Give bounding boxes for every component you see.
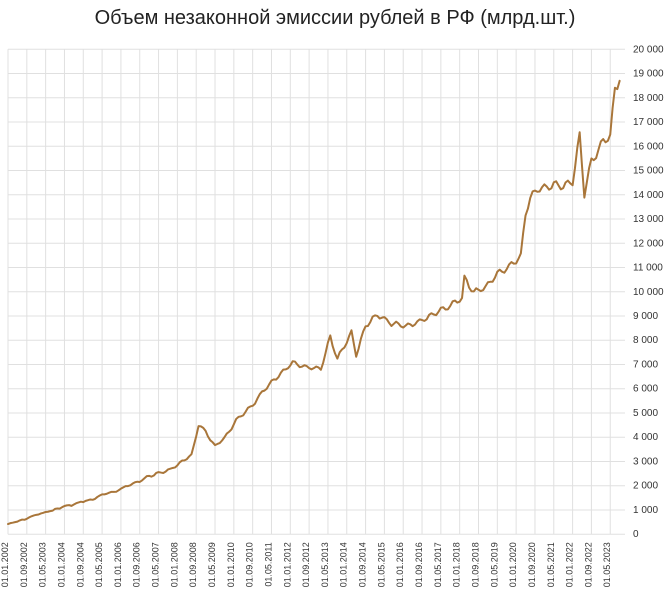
svg-text:01.05.2019: 01.05.2019 xyxy=(489,542,499,587)
svg-text:01.09.2010: 01.09.2010 xyxy=(245,542,255,587)
svg-text:01.01.2008: 01.01.2008 xyxy=(169,542,179,587)
svg-text:01.05.2013: 01.05.2013 xyxy=(320,542,330,587)
svg-text:6 000: 6 000 xyxy=(633,384,658,395)
svg-text:8 000: 8 000 xyxy=(633,335,658,346)
svg-text:5 000: 5 000 xyxy=(633,408,658,419)
svg-text:14 000: 14 000 xyxy=(633,190,664,201)
svg-text:01.09.2008: 01.09.2008 xyxy=(188,542,198,587)
svg-text:01.09.2012: 01.09.2012 xyxy=(301,542,311,587)
svg-text:01.01.2014: 01.01.2014 xyxy=(339,542,349,587)
svg-text:17 000: 17 000 xyxy=(633,117,664,128)
svg-text:01.01.2020: 01.01.2020 xyxy=(508,542,518,587)
svg-text:10 000: 10 000 xyxy=(633,287,664,298)
svg-text:7 000: 7 000 xyxy=(633,359,658,370)
svg-text:01.05.2023: 01.05.2023 xyxy=(602,542,612,587)
svg-text:01.05.2017: 01.05.2017 xyxy=(433,542,443,587)
svg-text:01.09.2018: 01.09.2018 xyxy=(471,542,481,587)
svg-text:01.01.2004: 01.01.2004 xyxy=(56,542,66,587)
svg-text:01.05.2009: 01.05.2009 xyxy=(207,542,217,587)
svg-text:01.01.2022: 01.01.2022 xyxy=(565,542,575,587)
svg-text:18 000: 18 000 xyxy=(633,93,664,104)
svg-text:01.01.2010: 01.01.2010 xyxy=(226,542,236,587)
svg-text:01.01.2016: 01.01.2016 xyxy=(395,542,405,587)
svg-text:01.09.2016: 01.09.2016 xyxy=(414,542,424,587)
svg-text:01.09.2002: 01.09.2002 xyxy=(19,542,29,587)
svg-text:01.05.2003: 01.05.2003 xyxy=(38,542,48,587)
svg-text:19 000: 19 000 xyxy=(633,69,664,80)
svg-text:01.05.2015: 01.05.2015 xyxy=(376,542,386,587)
svg-text:16 000: 16 000 xyxy=(633,141,664,152)
svg-text:01.09.2020: 01.09.2020 xyxy=(527,542,537,587)
svg-text:01.01.2012: 01.01.2012 xyxy=(282,542,292,587)
svg-text:01.09.2022: 01.09.2022 xyxy=(583,542,593,587)
svg-text:9 000: 9 000 xyxy=(633,311,658,322)
svg-text:01.09.2006: 01.09.2006 xyxy=(132,542,142,587)
svg-text:3 000: 3 000 xyxy=(633,456,658,467)
svg-text:01.05.2011: 01.05.2011 xyxy=(263,542,273,586)
svg-text:1 000: 1 000 xyxy=(633,505,658,516)
svg-text:01.09.2004: 01.09.2004 xyxy=(75,542,85,587)
svg-text:01.09.2014: 01.09.2014 xyxy=(358,542,368,587)
svg-text:01.05.2007: 01.05.2007 xyxy=(151,542,161,587)
svg-text:13 000: 13 000 xyxy=(633,214,664,225)
svg-text:15 000: 15 000 xyxy=(633,166,664,177)
svg-text:01.05.2021: 01.05.2021 xyxy=(546,542,556,587)
svg-text:01.01.2018: 01.01.2018 xyxy=(452,542,462,587)
svg-text:4 000: 4 000 xyxy=(633,432,658,443)
svg-text:20 000: 20 000 xyxy=(633,44,664,55)
svg-text:01.01.2006: 01.01.2006 xyxy=(113,542,123,587)
svg-text:2 000: 2 000 xyxy=(633,481,658,492)
svg-text:01.05.2005: 01.05.2005 xyxy=(94,542,104,587)
svg-text:0: 0 xyxy=(633,529,639,540)
svg-text:12 000: 12 000 xyxy=(633,238,664,249)
svg-text:11 000: 11 000 xyxy=(633,263,663,274)
svg-text:01.01.2002: 01.01.2002 xyxy=(0,542,10,587)
